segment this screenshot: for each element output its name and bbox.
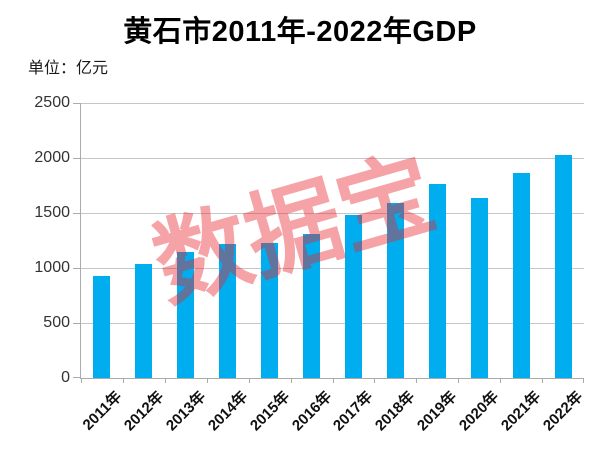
bar-2015年 <box>261 243 279 378</box>
y-axis-label-1000: 1000 <box>34 259 70 276</box>
plot-area <box>73 103 584 383</box>
x-axis-tick <box>81 378 82 383</box>
y-axis-tick <box>73 323 81 324</box>
x-axis-tick <box>542 378 544 383</box>
bar-2018年 <box>386 203 404 378</box>
x-axis-tick <box>332 378 334 383</box>
y-axis-label-0: 0 <box>61 369 70 386</box>
x-axis-tick <box>458 378 460 383</box>
bar-2014年 <box>219 244 237 378</box>
bar-2013年 <box>177 252 195 378</box>
x-axis-tick <box>500 378 502 383</box>
x-axis-tick <box>374 378 376 383</box>
gridline-500 <box>81 323 584 324</box>
gridline-1500 <box>81 213 584 214</box>
x-axis-tick <box>122 378 124 383</box>
y-axis-label-2000: 2000 <box>34 149 70 166</box>
y-axis-tick <box>73 268 81 269</box>
chart-title: 黄石市2011年-2022年GDP <box>123 16 477 48</box>
bar-2022年 <box>554 154 572 378</box>
y-axis-tick <box>73 377 81 378</box>
unit-label: 单位：亿元 <box>28 60 109 77</box>
gridline-2500 <box>81 103 584 104</box>
bar-2020年 <box>470 197 488 378</box>
x-axis-tick <box>164 378 166 383</box>
bar-2012年 <box>135 264 153 378</box>
y-axis-label-500: 500 <box>43 314 70 331</box>
y-axis-label-1500: 1500 <box>34 204 70 221</box>
y-axis-tick <box>73 213 81 214</box>
x-axis-tick <box>416 378 418 383</box>
bar-2011年 <box>93 276 111 378</box>
y-axis-tick <box>73 103 81 104</box>
bar-2021年 <box>512 172 530 378</box>
bar-2016年 <box>303 234 321 378</box>
y-axis-label-2500: 2500 <box>34 94 70 111</box>
x-axis-tick <box>248 378 250 383</box>
gridline-2000 <box>81 158 584 159</box>
bar-2019年 <box>428 183 446 378</box>
bar-2017年 <box>344 215 362 378</box>
x-axis-tick <box>290 378 292 383</box>
x-axis-tick <box>206 378 208 383</box>
x-axis-tick <box>583 378 584 383</box>
gridline-1000 <box>81 268 584 269</box>
y-axis-tick <box>73 158 81 159</box>
